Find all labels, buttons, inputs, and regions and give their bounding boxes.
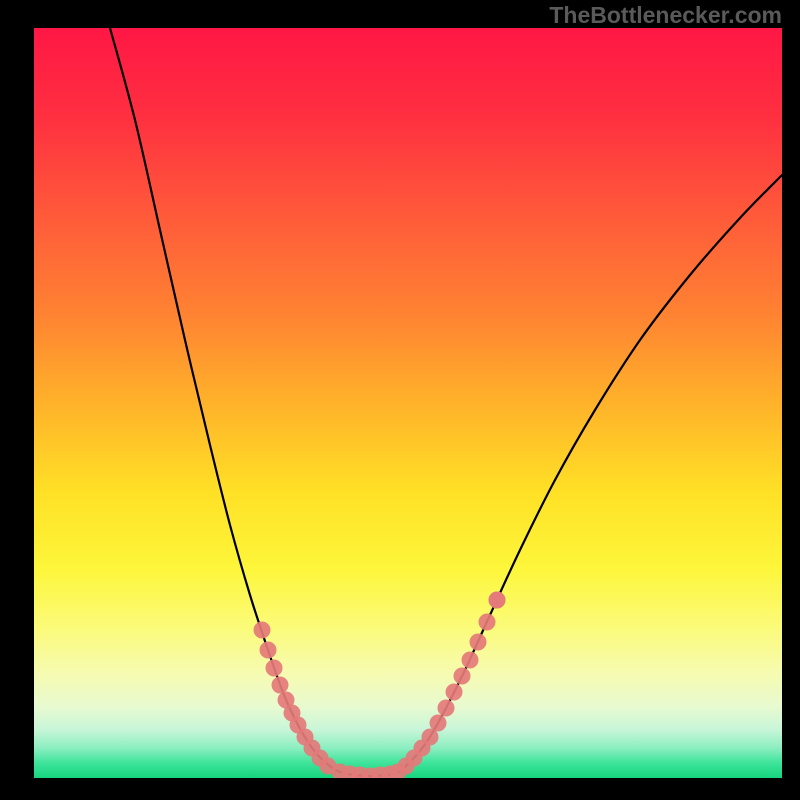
- data-marker: [462, 652, 479, 669]
- data-marker: [446, 684, 463, 701]
- data-marker: [272, 677, 289, 694]
- chart-svg: [0, 0, 800, 800]
- data-marker: [470, 634, 487, 651]
- data-marker: [260, 642, 277, 659]
- data-marker: [479, 614, 496, 631]
- frame-border: [0, 778, 800, 800]
- frame-border: [0, 0, 34, 800]
- data-marker: [489, 592, 506, 609]
- data-marker: [430, 715, 447, 732]
- data-marker: [254, 622, 271, 639]
- frame-border: [782, 0, 800, 800]
- plot-gradient: [34, 28, 782, 778]
- watermark-text: TheBottlenecker.com: [549, 2, 782, 29]
- data-marker: [438, 700, 455, 717]
- data-marker: [454, 668, 471, 685]
- data-marker: [266, 660, 283, 677]
- chart-container: TheBottlenecker.com: [0, 0, 800, 800]
